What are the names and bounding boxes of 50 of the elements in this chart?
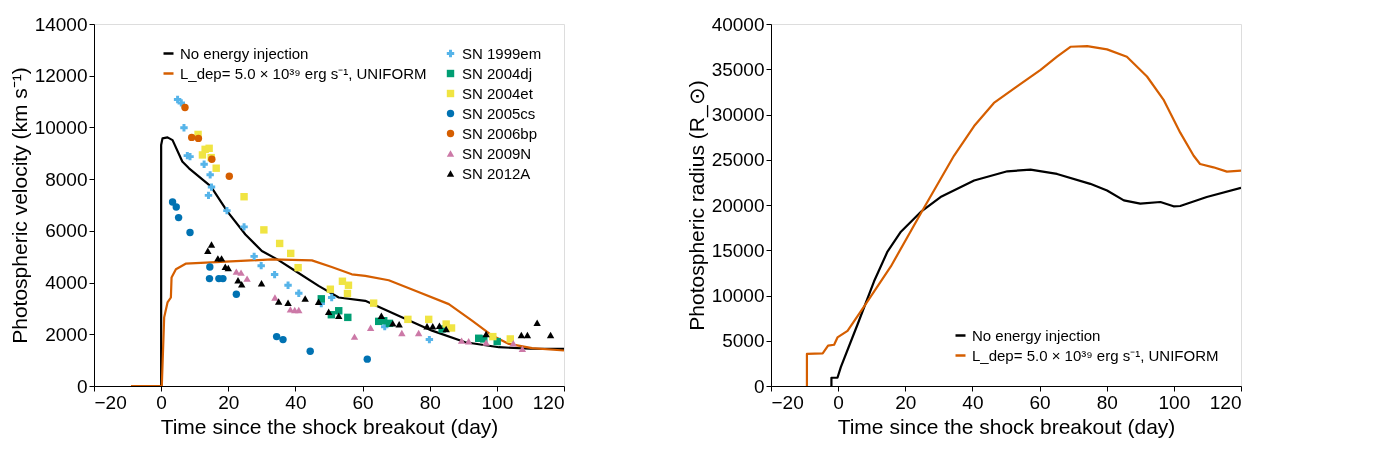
x-tick-label: 100 (1158, 391, 1191, 413)
y-tick-label: 35000 (711, 58, 765, 80)
legend-label: SN 2005cs (462, 104, 536, 122)
y-tick-label: 30000 (711, 104, 765, 125)
x-axis-title: Time since the shock breakout (day) (837, 414, 1176, 438)
legend-label: SN 2004et (462, 84, 534, 102)
legend-label: SN 2004dj (462, 64, 533, 82)
y-tick-label: 20000 (711, 194, 765, 216)
x-tick-label: 20 (218, 391, 240, 413)
x-tick-label: −20 (771, 391, 804, 413)
legend-label: SN 1999em (462, 44, 542, 62)
x-tick-label: 40 (285, 391, 307, 413)
x-tick-label: 120 (1209, 391, 1242, 413)
x-tick-label: 100 (481, 391, 514, 413)
y-tick-label: 15000 (711, 239, 765, 261)
x-tick-label: −20 (94, 391, 127, 413)
x-tick-label: 60 (352, 391, 374, 413)
y-tick-label: 8000 (45, 168, 88, 190)
y-tick-label: 2000 (45, 323, 88, 345)
y-tick-label: 10000 (34, 116, 88, 138)
legend-label: L_dep= 5.0 × 10³⁹ erg s⁻¹, UNIFORM (180, 64, 427, 82)
legend-label: SN 2006bp (462, 124, 538, 142)
y-tick-label: 25000 (711, 149, 765, 171)
x-axis-title: Time since the shock breakout (day) (160, 414, 499, 438)
y-tick-label: 10000 (711, 285, 765, 306)
legend-label: SN 2012A (462, 164, 531, 182)
legend-label: No energy injection (180, 44, 309, 62)
line-series (805, 45, 1241, 386)
y-tick-label: 12000 (34, 65, 88, 87)
y-tick-label: 14000 (34, 13, 88, 35)
legend-label: L_dep= 5.0 × 10³⁹ erg s⁻¹, UNIFORM (972, 346, 1219, 364)
y-tick-label: 6000 (45, 220, 88, 242)
y-axis-title: Photospheric radius (R_⊙) (684, 80, 709, 331)
x-tick-label: 20 (895, 391, 917, 413)
x-tick-label: 40 (962, 391, 984, 413)
line-series (129, 258, 564, 386)
legend-label: SN 2009N (462, 144, 532, 162)
x-tick-label: 80 (1096, 391, 1118, 413)
y-tick-label: 5000 (722, 330, 765, 352)
y-tick-label: 0 (76, 375, 88, 397)
x-tick-label: 0 (156, 391, 167, 413)
y-tick-label: 4000 (45, 272, 88, 294)
y-tick-label: 40000 (711, 13, 765, 35)
y-axis-title: Photospheric velocity (km s⁻¹) (7, 67, 31, 344)
legend-label: No energy injection (972, 326, 1101, 344)
y-tick-label: 0 (753, 375, 765, 397)
x-tick-label: 120 (532, 391, 565, 413)
x-tick-label: 60 (1029, 391, 1051, 413)
x-tick-label: 0 (833, 391, 844, 413)
x-tick-label: 80 (419, 391, 441, 413)
